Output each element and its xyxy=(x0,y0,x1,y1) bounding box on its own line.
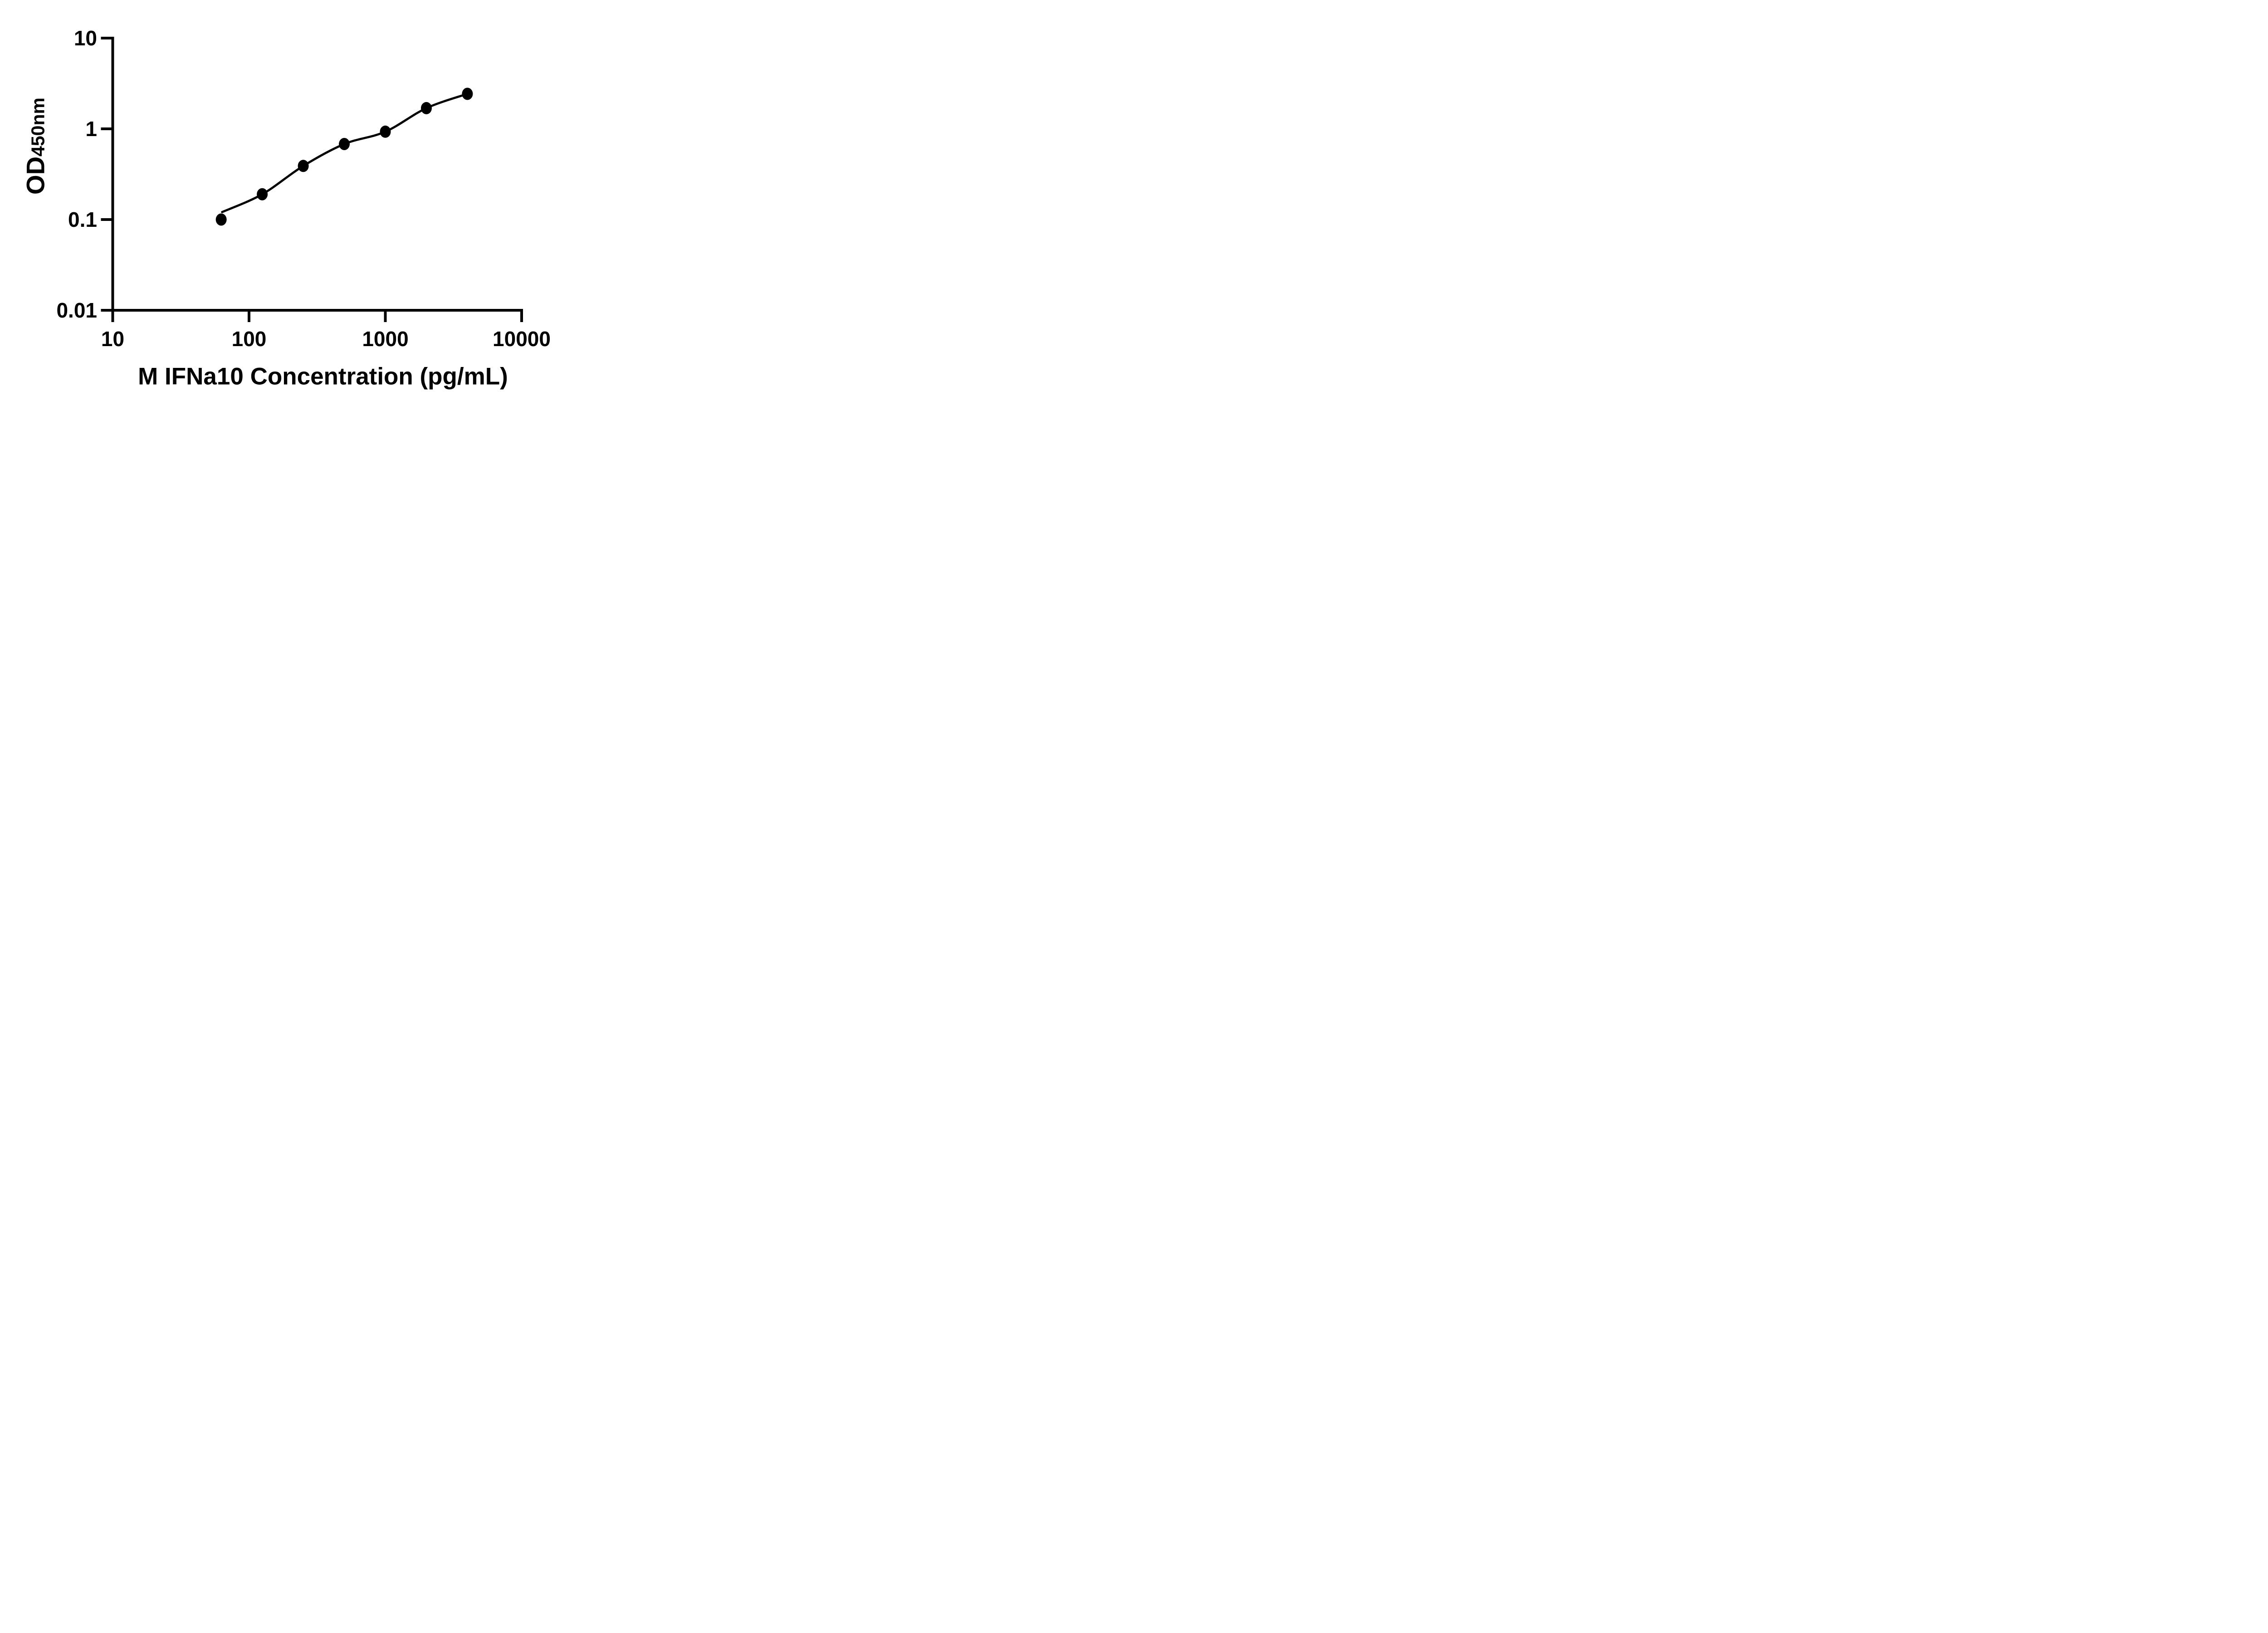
x-tick-label: 100 xyxy=(232,327,267,351)
data-point xyxy=(215,213,227,226)
standard-curve-figure: 10 1 0.1 0.01 10 100 1000 10000 M IFNa10 Concen… xyxy=(0,0,583,408)
y-tick-label: 0.1 xyxy=(68,208,97,231)
data-point xyxy=(420,102,432,114)
x-tick-label: 1000 xyxy=(362,327,408,351)
y-tick-label: 10 xyxy=(74,26,97,50)
data-point xyxy=(380,125,391,138)
data-point xyxy=(298,160,309,172)
data-point xyxy=(339,137,350,150)
y-tick-label: 1 xyxy=(85,117,97,141)
x-tick-label: 10 xyxy=(101,327,124,351)
x-tick-label: 10000 xyxy=(493,327,551,351)
data-point xyxy=(257,188,268,200)
y-tick-label: 0.01 xyxy=(56,298,97,322)
data-point xyxy=(462,88,473,100)
